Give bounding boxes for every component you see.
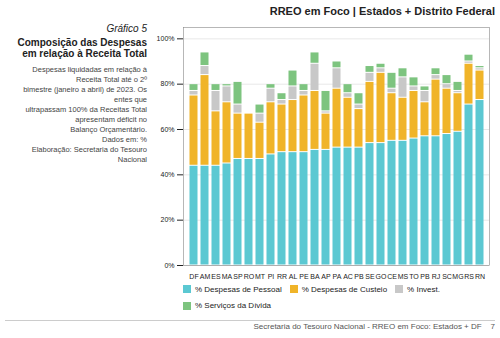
- html-text:% Despesas de Pessoal: % Despesas de Pessoal: [195, 284, 282, 294]
- svg-text:MT: MT: [255, 273, 266, 280]
- svg-text:ES: ES: [211, 273, 221, 280]
- svg-text:TO: TO: [409, 273, 419, 280]
- svg-text:CE: CE: [387, 273, 397, 280]
- svg-text:MA: MA: [222, 273, 233, 280]
- svg-text:40%: 40%: [160, 171, 174, 178]
- html-text:RREO em Foco | Estados + Distr: RREO em Foco | Estados + Distrito Federa…: [269, 5, 495, 17]
- svg-text:RS: RS: [464, 273, 474, 280]
- svg-text:RR: RR: [277, 273, 287, 280]
- svg-text:AC: AC: [343, 273, 353, 280]
- svg-text:0%: 0%: [164, 262, 174, 269]
- svg-text:MS: MS: [398, 273, 409, 280]
- html-text:% Despesas de Custeio: % Despesas de Custeio: [301, 284, 388, 294]
- svg-text:PB: PB: [420, 273, 430, 280]
- html-text:Secretaria do Tesouro Nacional: Secretaria do Tesouro Nacional - RREO em…: [253, 322, 495, 331]
- svg-text:PI: PI: [268, 273, 275, 280]
- svg-text:SC: SC: [442, 273, 452, 280]
- svg-text:60%: 60%: [160, 126, 174, 133]
- html-text:% Invest.: % Invest.: [407, 284, 440, 294]
- html-text:Despesas liquidadas em relação: Despesas liquidadas em relação à Receita…: [23, 65, 147, 164]
- html-text:% Serviços da Dívida: % Serviços da Dívida: [195, 301, 271, 311]
- svg-text:SP: SP: [233, 273, 243, 280]
- svg-text:20%: 20%: [160, 216, 174, 223]
- html-text:Gráfico 5: Gráfico 5: [106, 23, 147, 34]
- svg-text:RN: RN: [475, 273, 485, 280]
- svg-text:DF: DF: [189, 273, 198, 280]
- svg-text:RJ: RJ: [432, 273, 441, 280]
- svg-text:AM: AM: [200, 273, 211, 280]
- svg-text:AL: AL: [289, 273, 298, 280]
- html-text:Composição das Despesas em rel: Composição das Despesas em relação à Rec…: [17, 37, 147, 59]
- svg-text:GO: GO: [376, 273, 387, 280]
- svg-text:SE: SE: [365, 273, 375, 280]
- svg-text:AP: AP: [321, 273, 331, 280]
- svg-text:PB: PB: [354, 273, 364, 280]
- svg-text:PE: PE: [299, 273, 309, 280]
- svg-text:100%: 100%: [157, 35, 175, 42]
- svg-text:BA: BA: [310, 273, 320, 280]
- svg-text:80%: 80%: [160, 80, 174, 87]
- svg-text:PA: PA: [333, 273, 342, 280]
- svg-text:MG: MG: [452, 273, 463, 280]
- svg-text:RO: RO: [244, 273, 255, 280]
